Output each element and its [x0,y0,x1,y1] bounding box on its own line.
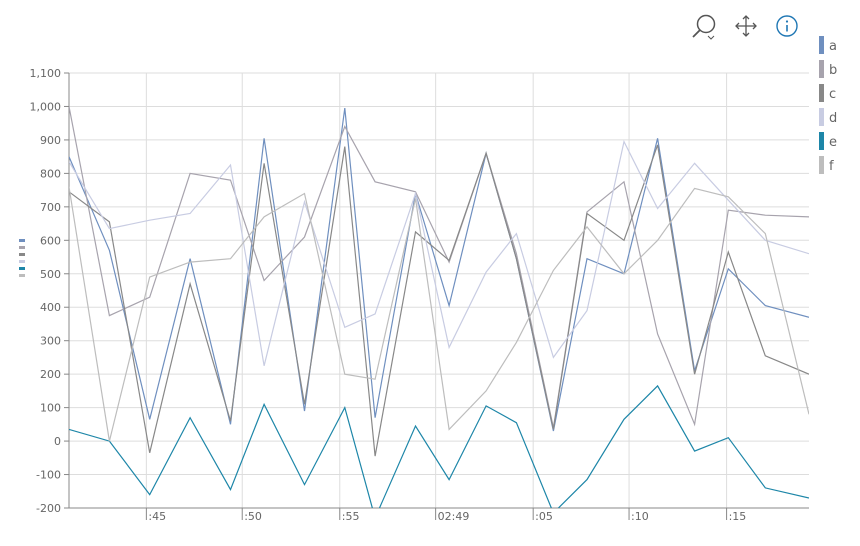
legend-swatch [819,156,824,174]
y-tick-label: 200 [40,368,61,381]
mini-legend-swatch [19,267,25,270]
legend-swatch [819,108,824,126]
y-tick-label: 500 [40,268,61,281]
y-tick-label: 1,100 [30,67,62,80]
pan-icon[interactable] [735,15,757,37]
legend-label: d [829,111,837,126]
y-tick-label: 300 [40,335,61,348]
legend-label: c [829,87,836,102]
y-tick-label: 600 [40,234,61,247]
x-tick-label: :15 [729,510,747,523]
y-tick-label: 800 [40,167,61,180]
x-tick-label: 02:49 [438,510,470,523]
mini-legend-swatch [19,246,25,249]
legend-item-a[interactable]: a [819,36,837,54]
series-line-a [69,108,809,432]
legend-item-e[interactable]: e [819,132,837,150]
zoom-icon[interactable] [692,14,716,40]
y-tick-label: 700 [40,201,61,214]
grid [69,72,809,509]
y-tick-label: 100 [40,402,61,415]
legend-swatch [819,84,824,102]
y-tick-label: 400 [40,301,61,314]
axes: 1,100 1,000 900 800 700 600 500 400 300 200 100 0 -1… [30,67,809,523]
series-line-b [69,106,809,428]
y-tick-label: 900 [40,134,61,147]
series-layer [69,106,809,508]
legend-swatch [819,36,824,54]
legend-label: f [829,159,834,174]
y-tick-label: -100 [36,469,61,482]
x-tick-label: :05 [535,510,553,523]
legend-label: e [829,135,837,150]
mini-legend-swatch [19,260,25,263]
legend-item-c[interactable]: c [819,84,836,102]
y-tick-label: 1,000 [30,100,62,113]
series-line-f [69,186,809,442]
legend-swatch [819,60,824,78]
x-tick-label: :50 [244,510,262,523]
x-tick-label: :55 [342,510,360,523]
info-icon[interactable] [776,15,798,37]
series-line-c [69,144,809,457]
y-tick-label: 0 [54,435,61,448]
mini-legend-swatch [19,239,25,242]
legend-label: a [829,39,837,54]
legend-item-b[interactable]: b [819,60,837,78]
legend-item-d[interactable]: d [819,108,837,126]
mini-legend-swatch [19,253,25,256]
mini-legend [19,239,25,277]
legend-swatch [819,132,824,150]
legend-label: b [829,63,837,78]
legend-item-f[interactable]: f [819,156,834,174]
series-line-d [69,139,809,366]
y-tick-label: -200 [36,502,61,515]
x-tick-label: :45 [148,510,166,523]
x-tick-label: :10 [631,510,649,523]
series-line-e [69,384,809,508]
mini-legend-swatch [19,274,25,277]
